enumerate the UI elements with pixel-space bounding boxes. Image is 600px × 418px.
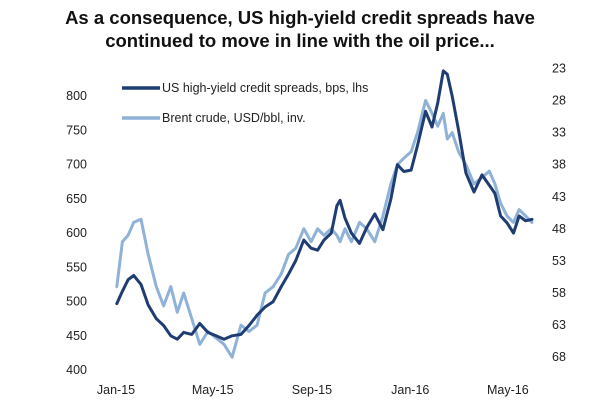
y-left-tick-label: 550	[66, 260, 87, 274]
y-right-tick-label: 68	[552, 350, 566, 364]
legend-label: US high-yield credit spreads, bps, lhs	[162, 81, 368, 95]
y-left-tick-label: 450	[66, 329, 87, 343]
y-right-tick-label: 58	[552, 286, 566, 300]
x-tick-label: Sep-15	[292, 383, 332, 397]
y-left-tick-label: 800	[66, 89, 87, 103]
x-tick-label: Jan-15	[97, 383, 135, 397]
y-left-tick-label: 600	[66, 226, 87, 240]
y-right-tick-label: 63	[552, 318, 566, 332]
x-tick-label: May-15	[192, 383, 234, 397]
y-right-tick-label: 43	[552, 190, 566, 204]
y-right-tick-label: 33	[552, 126, 566, 140]
legend: US high-yield credit spreads, bps, lhs Br…	[122, 81, 368, 125]
x-tick-label: Jan-16	[391, 383, 429, 397]
x-axis-ticks: Jan-15 May-15 Sep-15 Jan-16 May-16	[97, 383, 529, 397]
series-line-hy-spreads	[115, 69, 534, 341]
series-line-brent	[115, 99, 534, 359]
y-left-tick-label: 500	[66, 295, 87, 309]
chart-title: As a consequence, US high-yield credit s…	[0, 6, 600, 52]
y-right-tick-label: 48	[552, 222, 566, 236]
y-left-tick-label: 700	[66, 158, 87, 172]
series-layer	[115, 69, 534, 359]
y-axis-left-ticks: 400 450 500 550 600 650 700 750 800	[66, 89, 87, 377]
chart-title-line-2: continued to move in line with the oil p…	[105, 30, 495, 51]
y-right-tick-label: 53	[552, 254, 566, 268]
y-right-tick-label: 28	[552, 94, 566, 108]
y-right-tick-label: 23	[552, 61, 566, 75]
legend-label: Brent crude, USD/bbl, inv.	[162, 111, 306, 125]
y-left-tick-label: 650	[66, 192, 87, 206]
x-tick-label: May-16	[487, 383, 529, 397]
y-left-tick-label: 400	[66, 363, 87, 377]
y-axis-right-ticks: 23 28 33 38 43 48 53 58 63 68	[552, 61, 566, 364]
chart-title-line-1: As a consequence, US high-yield credit s…	[65, 7, 535, 28]
y-left-tick-label: 750	[66, 123, 87, 137]
y-right-tick-label: 38	[552, 158, 566, 172]
